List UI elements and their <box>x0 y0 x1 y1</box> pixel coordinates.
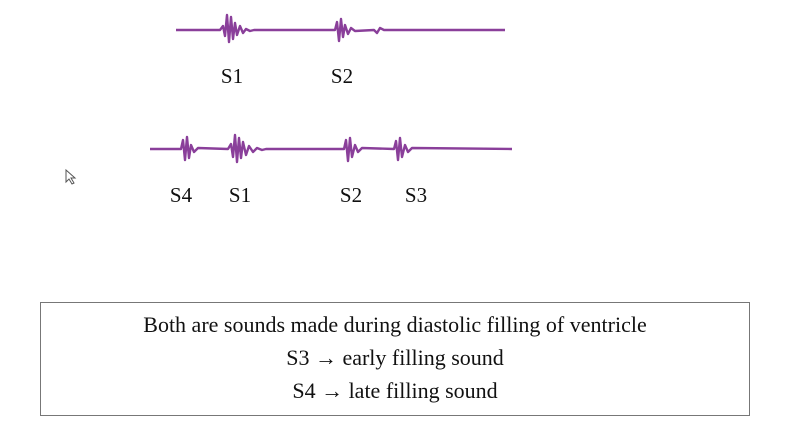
note-line: Both are sounds made during diastolic fi… <box>143 312 646 337</box>
sound-label: S3 <box>405 183 427 207</box>
note-line: S4 → late filling sound <box>292 378 497 403</box>
waveform-bottom <box>150 133 513 164</box>
sound-label: S4 <box>170 183 193 207</box>
sound-label: S2 <box>331 64 353 88</box>
sound-label: S1 <box>229 183 251 207</box>
note-line: S3 → early filling sound <box>286 345 504 370</box>
waveform-top <box>176 13 505 44</box>
sound-label: S2 <box>340 183 362 207</box>
sound-label: S1 <box>221 64 243 88</box>
mouse-cursor <box>65 168 77 185</box>
note-box <box>40 302 750 416</box>
